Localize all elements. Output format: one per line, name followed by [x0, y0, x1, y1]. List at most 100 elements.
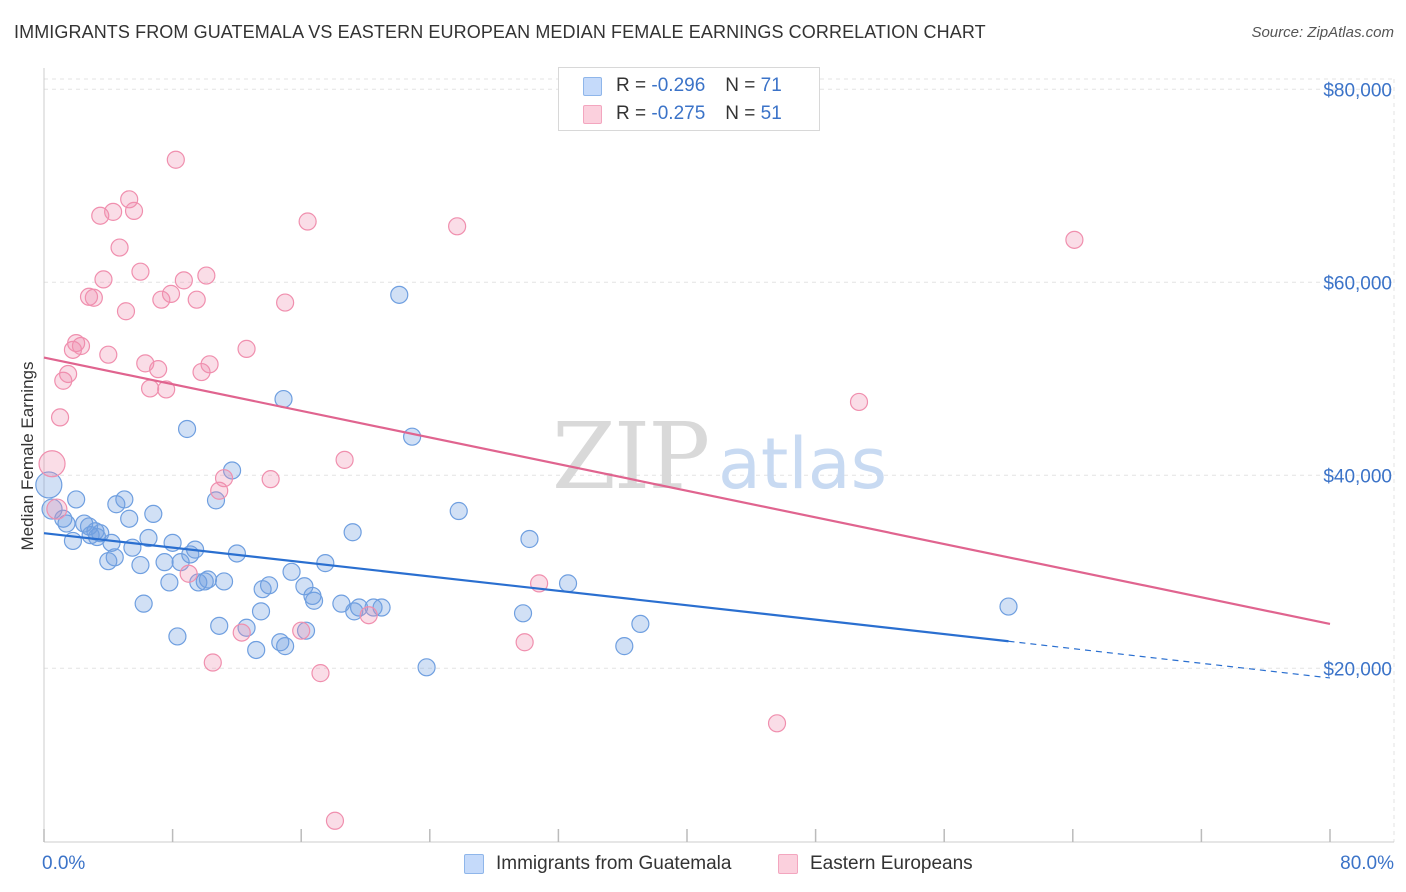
point-eastern [99, 345, 118, 364]
y-tick-label: $20,000 [1323, 659, 1392, 680]
point-guatemala [259, 576, 279, 595]
bottom-legend-swatch-guatemala [464, 854, 484, 874]
legend-n-value: 51 [760, 103, 782, 124]
point-eastern [311, 664, 330, 683]
point-eastern [110, 238, 129, 257]
point-eastern [767, 714, 787, 733]
point-guatemala [276, 637, 295, 656]
point-guatemala [160, 573, 179, 592]
axes [43, 68, 1394, 843]
legend-swatch-guatemala [583, 76, 602, 96]
point-eastern [237, 339, 256, 358]
point-eastern [94, 270, 113, 289]
watermark-zip: ZIP [552, 403, 708, 510]
legend-r-value: -0.275 [651, 103, 706, 124]
point-eastern [298, 212, 317, 231]
point-guatemala [520, 529, 539, 549]
point-guatemala [35, 471, 63, 499]
point-eastern [71, 336, 91, 356]
point-guatemala [247, 640, 266, 660]
point-guatemala [41, 498, 63, 520]
point-eastern [203, 653, 222, 672]
trend-line-guatemala-extrapolated [1008, 640, 1331, 679]
point-guatemala [513, 604, 533, 623]
point-eastern [1065, 230, 1084, 249]
point-eastern [515, 633, 534, 652]
point-guatemala [115, 490, 134, 509]
point-guatemala [343, 523, 362, 542]
trend-line-eastern [43, 356, 1331, 625]
x-tick-label-max: 80.0% [1340, 853, 1394, 874]
point-eastern [325, 811, 345, 830]
bottom-legend-eastern: Eastern Europeans [778, 852, 973, 876]
point-guatemala [631, 614, 650, 634]
point-eastern [166, 150, 185, 169]
point-eastern [276, 293, 295, 312]
chart-title: IMMIGRANTS FROM GUATEMALA VS EASTERN EUR… [14, 22, 986, 42]
point-eastern [197, 266, 216, 285]
point-eastern [849, 392, 869, 412]
point-eastern [359, 606, 378, 625]
point-eastern [157, 380, 176, 399]
point-eastern [38, 450, 66, 478]
point-guatemala [210, 616, 229, 635]
bottom-legend-swatch-eastern [778, 854, 798, 874]
point-eastern [261, 470, 280, 489]
point-guatemala [417, 658, 436, 677]
tick-labels: $20,000 $40,000 $60,000 $80,000 0.0% 80.0% [42, 80, 1394, 874]
point-guatemala [168, 627, 187, 646]
bottom-legend-label-eastern: Eastern Europeans [810, 853, 973, 874]
point-eastern [84, 288, 103, 307]
point-guatemala [214, 572, 234, 591]
legend-n-value: 71 [760, 75, 782, 96]
legend-r-label: R = [616, 103, 647, 124]
watermark: ZIP atlas [552, 403, 887, 510]
point-guatemala [67, 490, 86, 509]
legend-r-label: R = [616, 75, 647, 96]
point-guatemala [349, 598, 369, 617]
point-eastern [120, 190, 139, 209]
point-guatemala [139, 528, 158, 548]
point-eastern [200, 355, 219, 374]
point-eastern [232, 623, 251, 642]
point-eastern [448, 217, 467, 236]
point-eastern [140, 379, 160, 398]
chart-source: Source: ZipAtlas.com [1251, 24, 1394, 41]
point-eastern [50, 408, 70, 427]
point-eastern [335, 450, 354, 469]
point-guatemala [558, 574, 578, 593]
point-guatemala [195, 572, 214, 591]
point-eastern [152, 290, 171, 309]
y-tick-label: $60,000 [1323, 273, 1392, 294]
point-guatemala [102, 533, 121, 552]
point-guatemala [304, 591, 324, 610]
legend-swatch-eastern [583, 104, 602, 124]
point-eastern [214, 469, 234, 488]
legend-n-label: N = [725, 103, 756, 124]
point-guatemala [134, 594, 153, 613]
point-eastern [59, 364, 78, 384]
x-tick-label-min: 0.0% [42, 853, 85, 874]
correlation-legend: R = -0.296 N = 71 R = -0.275 N = 51 [558, 67, 820, 131]
point-eastern [116, 302, 136, 321]
point-guatemala [120, 509, 139, 528]
point-eastern [179, 564, 198, 583]
point-eastern [67, 333, 86, 353]
point-guatemala [282, 562, 301, 581]
legend-row-eastern: R = -0.275 N = 51 [583, 102, 782, 126]
trend-line-guatemala [43, 532, 1009, 643]
trend-lines [43, 356, 1331, 679]
point-guatemala [390, 285, 409, 304]
y-axis-label: Median Female Earnings [18, 361, 37, 551]
point-eastern [131, 262, 150, 281]
y-tick-label: $40,000 [1323, 466, 1392, 487]
point-guatemala [177, 419, 197, 439]
point-eastern [104, 202, 123, 221]
point-eastern [161, 284, 181, 303]
y-tick-label: $80,000 [1323, 80, 1392, 101]
point-guatemala [615, 637, 634, 656]
point-guatemala [296, 621, 316, 640]
point-guatemala [144, 504, 163, 524]
point-guatemala [155, 553, 174, 572]
